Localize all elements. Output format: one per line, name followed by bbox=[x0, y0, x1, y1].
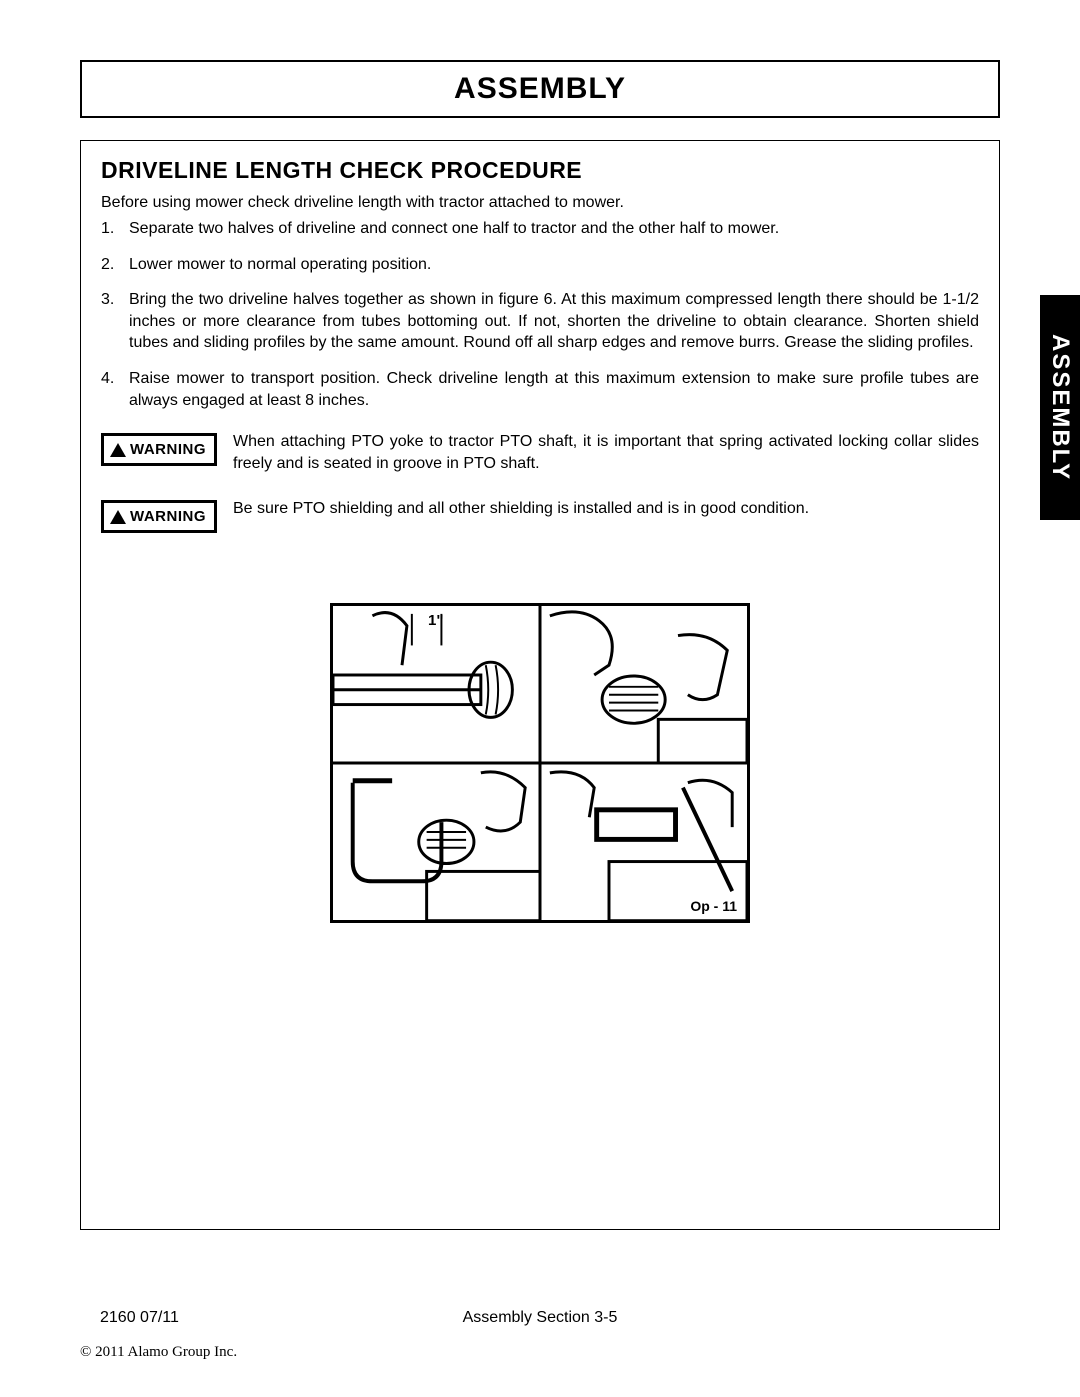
figure-panel-1: 1" bbox=[333, 606, 540, 763]
sketch-icon bbox=[540, 606, 747, 763]
copyright-text: © 2011 Alamo Group Inc. bbox=[80, 1344, 237, 1361]
sketch-icon bbox=[333, 763, 540, 920]
figure-panel-3 bbox=[333, 763, 540, 920]
sketch-icon bbox=[333, 606, 540, 763]
intro-text: Before using mower check driveline lengt… bbox=[101, 194, 979, 212]
page-footer: 2160 07/11 Assembly Section 3-5 bbox=[80, 1309, 1000, 1327]
warning-icon bbox=[110, 443, 126, 457]
footer-doc-id: 2160 07/11 bbox=[100, 1309, 179, 1327]
list-item: Bring the two driveline halves together … bbox=[101, 289, 979, 354]
content-frame: DRIVELINE LENGTH CHECK PROCEDURE Before … bbox=[80, 140, 1000, 1230]
page-header-title: ASSEMBLY bbox=[82, 72, 998, 106]
figure-panel-2 bbox=[540, 606, 747, 763]
section-tab: ASSEMBLY bbox=[1040, 295, 1080, 520]
warning-block-2: WARNING Be sure PTO shielding and all ot… bbox=[101, 498, 979, 533]
sketch-icon bbox=[540, 763, 747, 920]
figure-op-label: Op - 11 bbox=[688, 898, 739, 914]
procedure-list: Separate two halves of driveline and con… bbox=[101, 218, 979, 411]
list-item: Lower mower to normal operating position… bbox=[101, 254, 979, 276]
section-heading: DRIVELINE LENGTH CHECK PROCEDURE bbox=[101, 157, 979, 184]
figure-panel-4 bbox=[540, 763, 747, 920]
warning-badge: WARNING bbox=[101, 500, 217, 533]
warning-icon bbox=[110, 510, 126, 524]
warning-label: WARNING bbox=[130, 441, 206, 458]
list-item: Separate two halves of driveline and con… bbox=[101, 218, 979, 240]
list-item: Raise mower to transport position. Check… bbox=[101, 368, 979, 411]
figure-container: 1" bbox=[101, 603, 979, 928]
warning-text: When attaching PTO yoke to tractor PTO s… bbox=[233, 431, 979, 474]
footer-section-ref: Assembly Section 3-5 bbox=[80, 1309, 1000, 1327]
warning-badge: WARNING bbox=[101, 433, 217, 466]
figure-grid: 1" bbox=[330, 603, 750, 923]
warning-text: Be sure PTO shielding and all other shie… bbox=[233, 498, 809, 520]
page-header: ASSEMBLY bbox=[80, 60, 1000, 118]
warning-block-1: WARNING When attaching PTO yoke to tract… bbox=[101, 431, 979, 474]
warning-label: WARNING bbox=[130, 508, 206, 525]
section-tab-label: ASSEMBLY bbox=[1046, 334, 1074, 481]
